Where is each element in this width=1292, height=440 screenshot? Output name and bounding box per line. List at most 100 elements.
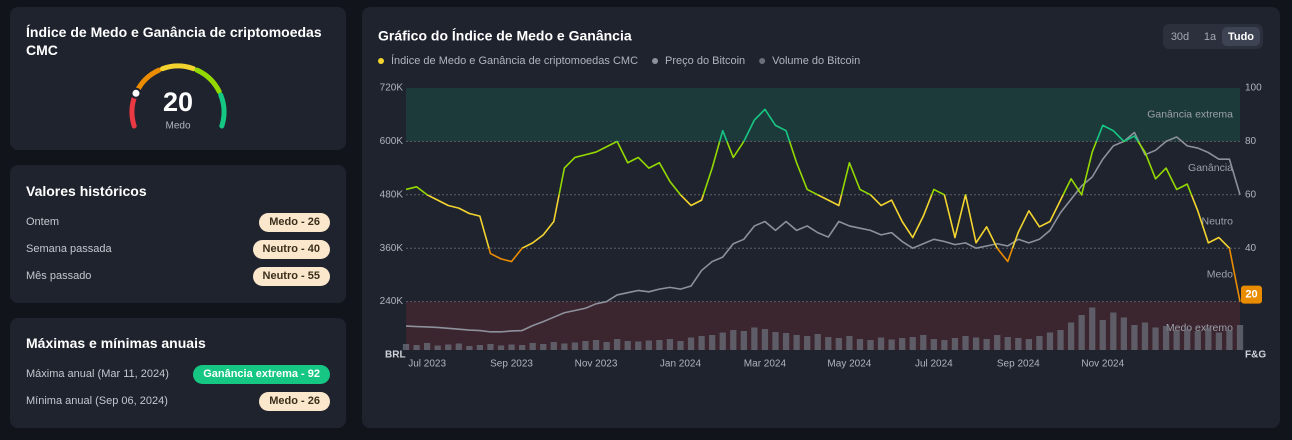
volume-bar [1036,336,1043,350]
volume-bar [1215,332,1223,350]
volume-bar [899,338,906,350]
volume-bar [1226,330,1233,350]
volume-bar [423,343,431,350]
volume-bar [1152,327,1159,350]
volume-bar [920,335,927,350]
y2-axis-unit: F&G [1245,350,1266,361]
y-axis-unit: BRL [385,350,406,361]
range-button[interactable]: Tudo [1228,31,1254,43]
y-tick-label: 600K [380,136,404,147]
volume-bar [582,341,589,350]
volume-bar [1110,312,1117,350]
y-tick-label: 360K [380,243,404,254]
row: Semana passada Neutro - 40 [26,239,330,259]
y-tick-label: 720K [380,83,404,94]
gauge-title: Índice de Medo e Ganância de criptomoeda… [26,24,322,58]
row-label: Semana passada [26,243,112,255]
row-label: Máxima anual (Mar 11, 2024) [26,368,169,380]
zone-band [406,88,1240,142]
volume-bar [466,346,473,350]
legend-label: Volume do Bitcoin [772,55,860,67]
volume-bar [941,340,948,350]
range-button[interactable]: 30d [1171,31,1189,43]
volume-bar [1025,339,1032,350]
volume-bar [635,341,642,350]
volume-bar [867,340,874,350]
historical-panel: Valores históricos Ontem Medo - 26 Semana … [10,165,346,303]
y-tick-label: 240K [380,296,404,307]
x-tick-label: May 2024 [827,359,871,370]
volume-bar [814,334,821,350]
gauge-label: Medo [165,121,190,132]
volume-bar [1131,325,1138,350]
x-tick-label: Jul 2024 [915,359,953,370]
volume-bar [698,336,705,350]
zone-label: Ganância [1188,162,1233,174]
fear-greed-line [405,108,1241,302]
current-value: 20 [1245,289,1257,301]
row: Mínima anual (Sep 06, 2024) Medo - 26 [26,391,330,411]
volume-bar [856,339,864,350]
x-tick-label: Mar 2024 [744,359,787,370]
volume-bar [603,342,610,350]
row: Mês passado Neutro - 55 [26,266,330,286]
volume-bar [476,345,484,350]
volume-bar [994,335,1001,350]
gauge-panel: Índice de Medo e Ganância de criptomoeda… [10,7,346,150]
legend-label: Preço do Bitcoin [665,55,745,67]
gauge-segment [194,67,222,95]
legend-dot [652,58,659,64]
volume-bar [1099,320,1106,350]
volume-bar [518,345,526,350]
volume-bar [1205,327,1212,350]
volume-bar [666,339,674,350]
volume-bar [487,344,494,350]
zone-label: Medo [1207,269,1233,281]
y2-tick-label: 40 [1245,243,1257,254]
volume-bar [983,339,990,350]
current-badge [1241,285,1262,304]
volume-bar [1194,331,1201,350]
volume-bar [930,339,937,350]
badge: Medo - 26 [259,212,330,232]
zone-label: Medo extremo [1166,322,1233,334]
x-tick-label: Sep 2023 [490,359,533,370]
x-tick-label: Nov 2023 [575,359,618,370]
yearly-title: Máximas e mínimas anuais [26,335,206,351]
volume-bar [1015,338,1022,350]
volume-bar [1141,322,1149,350]
volume-bar [793,335,800,350]
volume-bar [540,344,547,350]
row-label: Ontem [26,216,60,228]
volume-bar [571,342,579,350]
y-tick-label: 480K [380,189,404,200]
volume-bar [561,343,568,350]
volume-bar [1162,326,1170,350]
volume-bar [445,344,452,350]
volume-bar [677,341,684,350]
y2-tick-label: 100 [1245,83,1262,94]
volume-bar [877,337,885,350]
chart-title: Gráfico do Índice de Medo e Ganância [378,28,632,44]
volume-bar [909,337,916,350]
y2-tick-label: 60 [1245,189,1257,200]
volume-bar [782,333,790,350]
range-button[interactable]: 1a [1204,31,1217,43]
volume-bar [761,329,769,350]
legend-dot [759,58,766,64]
x-tick-label: Sep 2024 [997,359,1040,370]
volume-bar [1184,329,1191,350]
volume-bar [413,345,420,350]
zone-label: Ganância extrema [1147,108,1233,120]
volume-bar [645,340,652,350]
volume-bar [1078,315,1085,350]
gauge-value: 20 [163,87,193,117]
row: Máxima anual (Mar 11, 2024) Ganância extr… [26,364,330,384]
volume-bar [719,332,726,350]
volume-bar [951,338,959,350]
volume-bar [1004,337,1011,350]
badge: Neutro - 40 [252,239,330,259]
volume-bar [402,344,410,350]
row-label: Mínima anual (Sep 06, 2024) [26,395,168,407]
